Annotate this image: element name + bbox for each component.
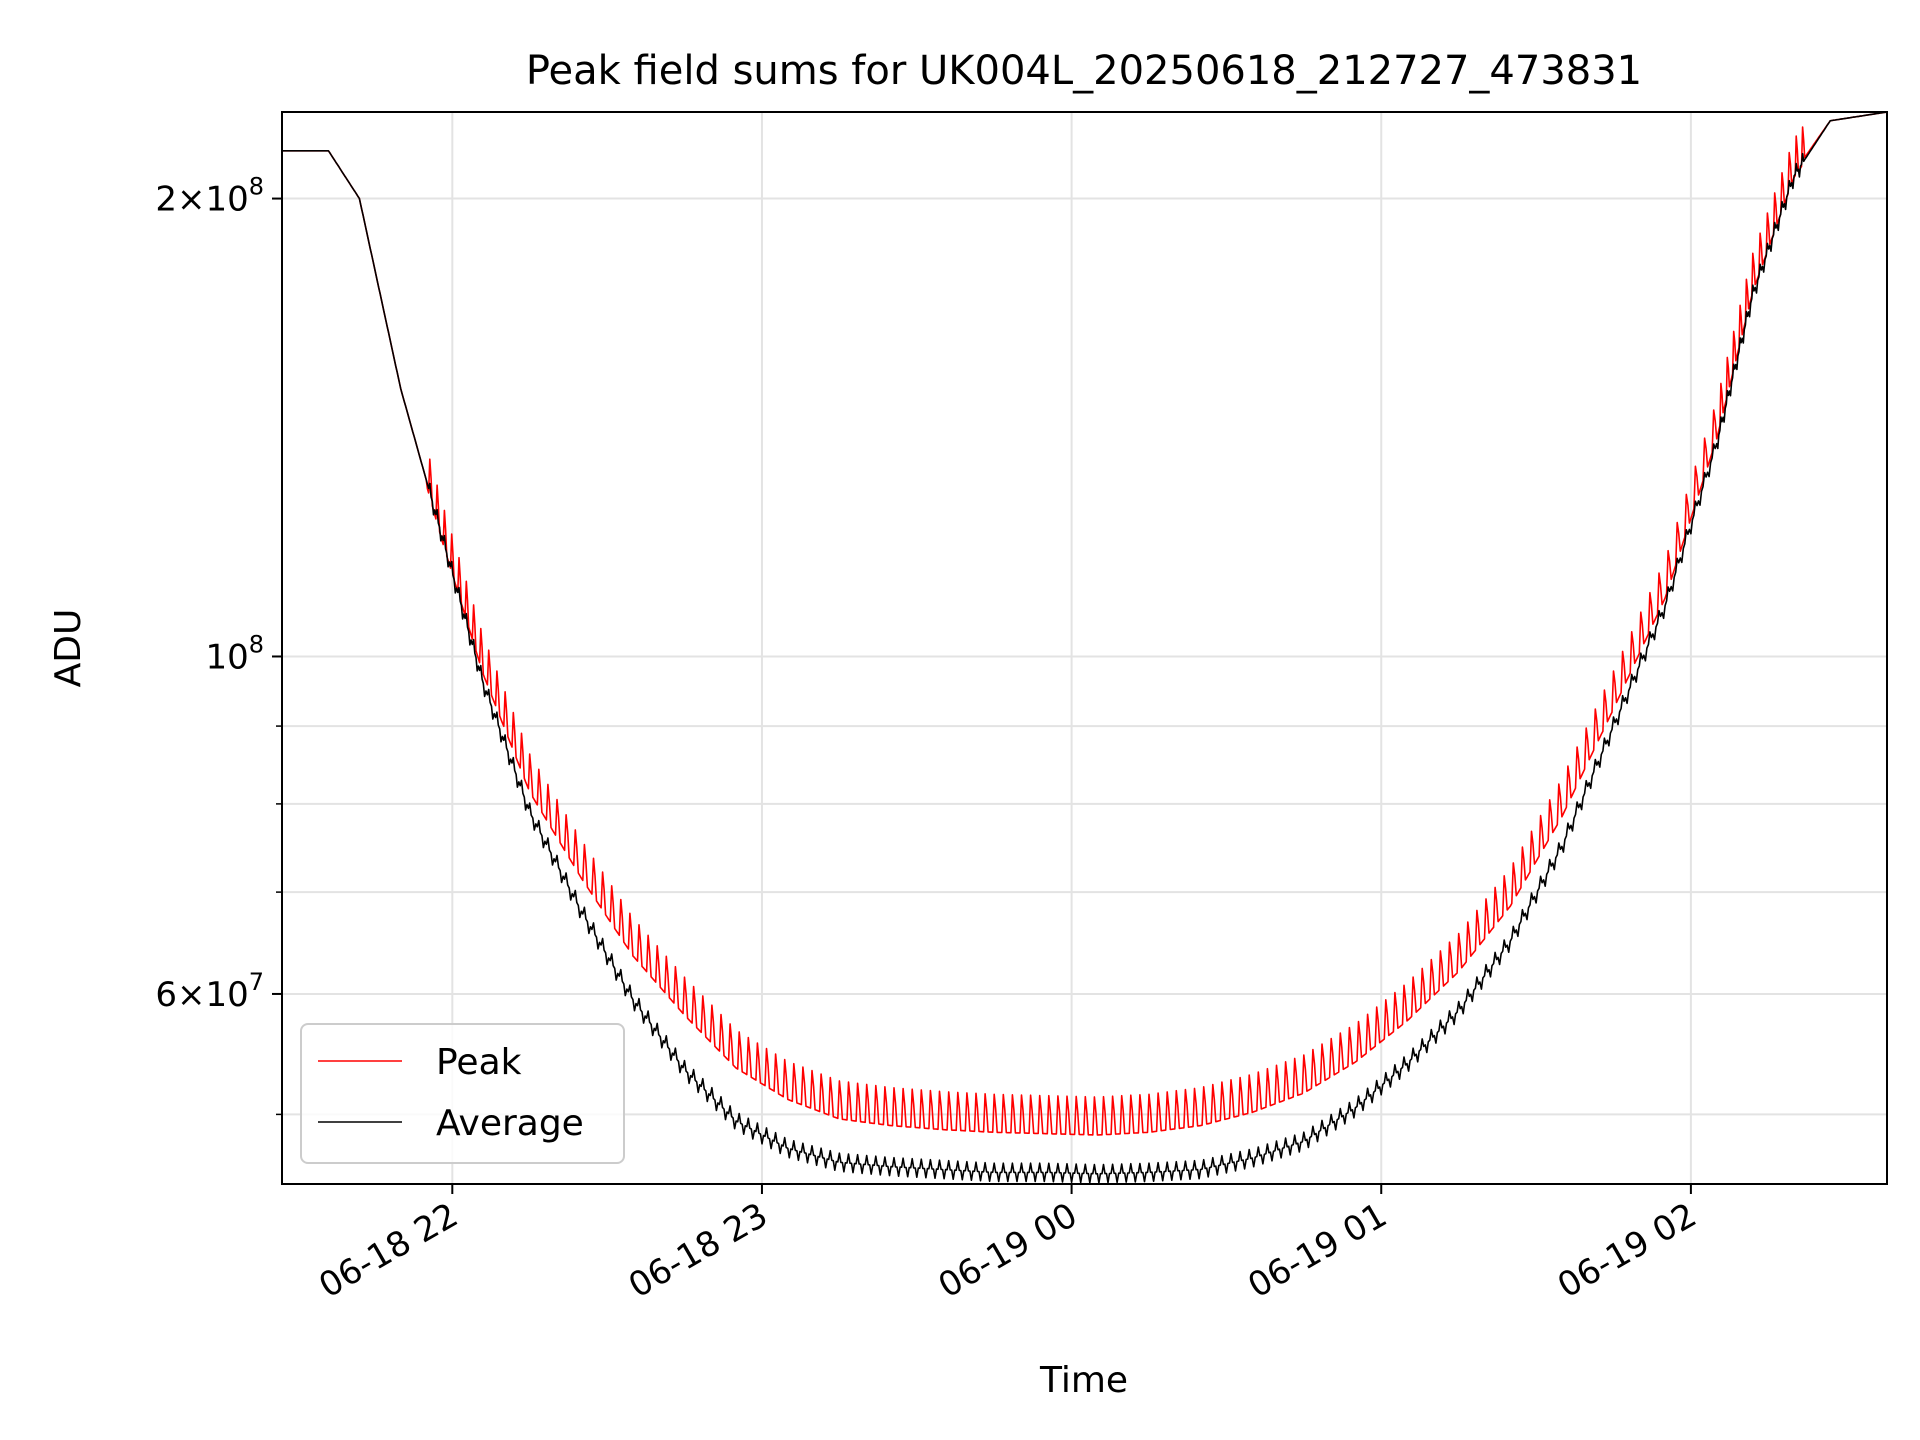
y-axis-label: ADU: [48, 609, 89, 688]
x-axis-label: Time: [1039, 1360, 1128, 1401]
series-line-peak: [282, 112, 1887, 1136]
y-tick-label: 108: [205, 630, 264, 677]
legend: Peak Average: [300, 1023, 625, 1164]
y-tick-label: 2×108: [155, 173, 264, 220]
y-tick-label: 6×107: [155, 968, 264, 1015]
series-layer: [282, 112, 1887, 1184]
legend-label-average: Average: [436, 1103, 584, 1144]
y-axis: 2×108 108 6×107: [155, 173, 282, 1116]
legend-label-peak: Peak: [436, 1042, 522, 1083]
plot-frame: [281, 111, 1888, 1185]
series-line-average: [282, 112, 1887, 1184]
legend-box: [300, 1023, 625, 1164]
chart-title: Peak field sums for UK004L_20250618_2127…: [526, 48, 1642, 94]
